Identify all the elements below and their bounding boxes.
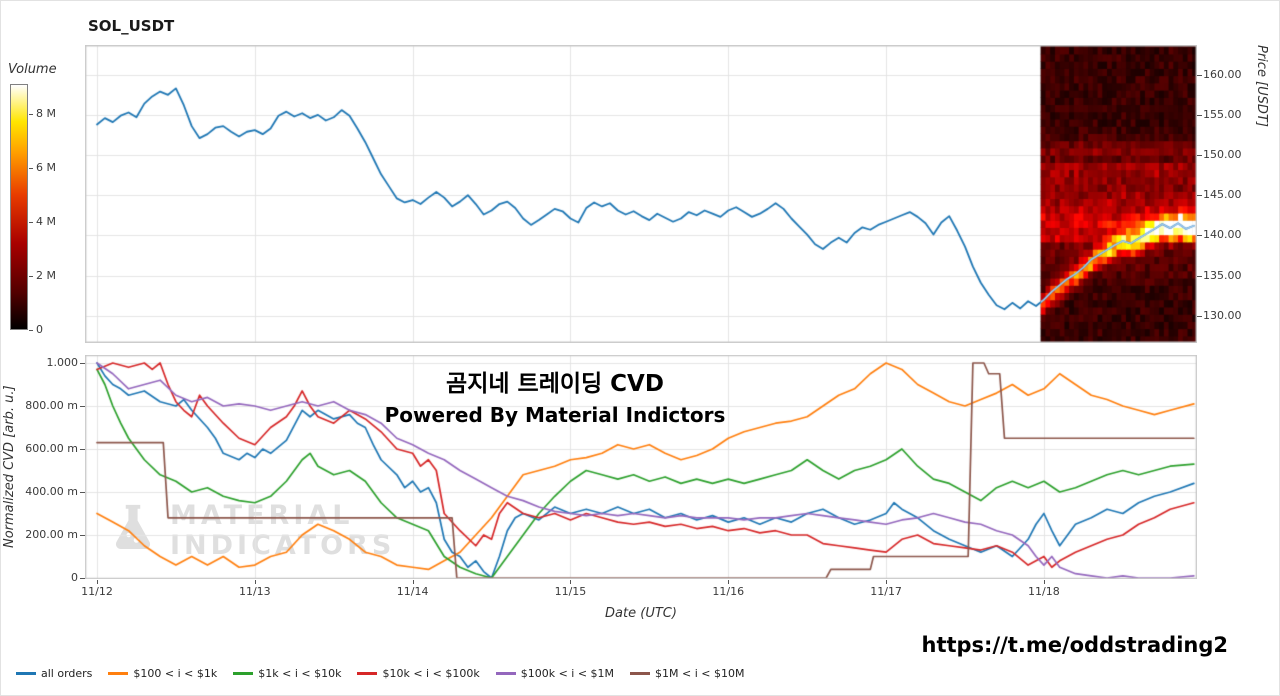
date-axis-tick <box>886 580 888 584</box>
legend-label: $10k < i < $100k <box>382 667 480 680</box>
date-axis-tick <box>1043 580 1045 584</box>
price-axis-tick <box>1197 195 1202 197</box>
legend-item: all orders <box>16 667 92 680</box>
volume-colorbar-tick-label: 2 M <box>36 268 56 282</box>
legend-item: $1k < i < $10k <box>233 667 341 680</box>
legend-item: $1M < i < $10M <box>630 667 744 680</box>
date-axis-tick <box>96 580 98 584</box>
legend-label: $1M < i < $10M <box>655 667 745 680</box>
volume-colorbar-tick <box>29 221 33 223</box>
date-axis-tick <box>254 580 256 584</box>
price-axis-tick-label: 140.00 <box>1203 228 1242 242</box>
legend-item: $10k < i < $100k <box>357 667 480 680</box>
legend-color-line <box>233 672 254 675</box>
cvd-axis-tick <box>80 535 85 536</box>
price-axis-tick <box>1197 155 1202 157</box>
date-tick-label: 11/17 <box>870 585 902 598</box>
overlay-subtitle: Powered By Material Indictors <box>384 403 726 427</box>
legend-color-line <box>357 672 378 675</box>
chart-legend: all orders $100 < i < $1k $1k < i < $10k $1… <box>16 667 744 680</box>
date-axis-tick <box>728 580 730 584</box>
legend-label: $100k < i < $1M <box>520 667 615 680</box>
legend-item: $100k < i < $1M <box>495 667 615 680</box>
price-axis-tick <box>1197 235 1202 237</box>
cvd-axis-tick <box>80 363 85 364</box>
volume-colorbar-tick-label: 6 M <box>36 160 56 174</box>
price-axis-tick-label: 155.00 <box>1203 107 1242 121</box>
price-chart-canvas <box>85 45 1197 343</box>
cvd-axis-tick-label: 0 <box>71 571 78 584</box>
price-axis-tick-label: 160.00 <box>1203 67 1242 81</box>
cvd-axis-tick-label: 800.00 m <box>25 399 78 412</box>
cvd-axis-tick-label: 400.00 m <box>25 485 78 498</box>
date-axis-label: Date (UTC) <box>605 606 677 621</box>
date-tick-label: 11/12 <box>81 585 113 598</box>
cvd-chart-canvas <box>85 355 1197 579</box>
telegram-url: https://t.me/oddstrading2 <box>921 633 1229 657</box>
volume-colorbar-tick-label: 0 <box>36 323 43 336</box>
cvd-axis-tick-label: 600.00 m <box>25 442 78 455</box>
price-axis-tick <box>1197 275 1202 277</box>
legend-item: $100 < i < $1k <box>108 667 217 680</box>
volume-colorbar-tick <box>29 113 33 115</box>
price-axis-tick <box>1197 315 1202 317</box>
volume-colorbar-tick <box>29 330 33 331</box>
price-axis-tick-label: 145.00 <box>1203 188 1242 202</box>
legend-color-line <box>108 672 129 675</box>
legend-color-line <box>16 672 36 675</box>
price-axis-tick-label: 135.00 <box>1203 268 1242 282</box>
price-axis-label: Price [USDT] <box>1254 45 1269 127</box>
price-axis-tick <box>1197 74 1202 76</box>
volume-colorbar-tick <box>29 167 33 169</box>
legend-label: all orders <box>41 667 93 680</box>
cvd-axis-tick <box>80 406 85 407</box>
date-tick-label: 11/13 <box>238 585 271 598</box>
date-tick-label: 11/14 <box>396 585 429 598</box>
price-axis-tick-label: 150.00 <box>1203 148 1242 162</box>
date-tick-label: 11/18 <box>1028 585 1060 598</box>
volume-colorbar-tick <box>29 275 33 277</box>
price-axis-tick <box>1197 114 1202 116</box>
date-tick-label: 11/16 <box>712 585 745 598</box>
cvd-axis-tick <box>80 578 85 579</box>
cvd-axis-tick-label: 200.00 m <box>25 528 78 541</box>
cvd-axis-label: Normalized CVD [arb. u.] <box>2 385 17 549</box>
volume-colorbar-tick-label: 8 M <box>36 106 56 120</box>
volume-colorbar-label: Volume <box>8 62 57 77</box>
overlay-caption: 곰지네 트레이딩 CVD Powered By Material Indicto… <box>270 364 840 427</box>
volume-colorbar-tick-label: 4 M <box>36 214 56 228</box>
cvd-axis-tick <box>80 449 85 450</box>
cvd-axis-tick <box>80 492 85 493</box>
price-axis-tick-label: 130.00 <box>1203 308 1242 322</box>
date-tick-label: 11/15 <box>554 585 587 598</box>
legend-color-line <box>630 672 651 675</box>
overlay-title: 곰지네 트레이딩 CVD <box>446 371 664 397</box>
page-title: SOL_USDT <box>88 17 175 35</box>
legend-label: $1k < i < $10k <box>258 667 342 680</box>
date-axis-tick <box>412 580 414 584</box>
cvd-axis-tick-label: 1.000 <box>46 356 79 369</box>
legend-label: $100 < i < $1k <box>133 667 218 680</box>
date-axis-tick <box>570 580 572 584</box>
volume-colorbar <box>10 84 28 330</box>
legend-color-line <box>495 672 516 675</box>
